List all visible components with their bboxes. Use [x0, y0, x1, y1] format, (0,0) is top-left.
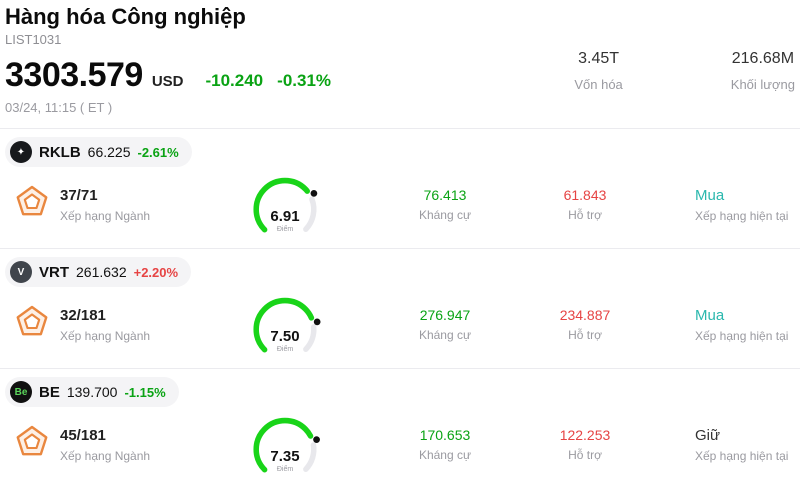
index-change-pct: -0.31% [277, 71, 332, 91]
page-title: Hàng hóa Công nghiệp [5, 4, 246, 29]
support-col: 234.887 Hỗ trợ [545, 307, 625, 342]
support-col: 122.253 Hỗ trợ [545, 427, 625, 462]
currency-label: USD [151, 73, 184, 91]
rating-label: Xếp hạng hiện tại [695, 328, 789, 343]
quote-timestamp: 03/24, 11:15 ( ET ) [5, 100, 113, 116]
score-gauge: 6.91 Điểm [225, 173, 345, 236]
market-cap-stat: 3.45T Vốn hóa [574, 50, 622, 92]
rating-label: Xếp hạng hiện tại [695, 448, 789, 463]
market-cap-label: Vốn hóa [574, 77, 623, 92]
ticker-change-pct: -1.15% [124, 384, 166, 400]
stock-logo: V [10, 261, 32, 283]
score-value: 7.50 [270, 328, 300, 345]
sector-rank-col: 32/181 Xếp hạng Ngành [0, 304, 225, 345]
score-text: 7.50 Điểm [249, 328, 321, 353]
sector-rank-col: 45/181 Xếp hạng Ngành [0, 424, 225, 465]
support-value: 122.253 [559, 427, 611, 443]
resistance-value: 276.947 [419, 307, 471, 323]
support-value: 234.887 [559, 307, 611, 323]
stock-data-row: 45/181 Xếp hạng Ngành 7.35 Điểm [0, 407, 800, 488]
volume-stat: 216.68M Khối lượng [731, 50, 795, 92]
sector-rank-text: 32/181 Xếp hạng Ngành [60, 307, 150, 343]
score-gauge: 7.35 Điểm [225, 413, 345, 476]
resistance-col: 76.413 Kháng cự [345, 187, 545, 222]
rating-value: Giữ [695, 426, 721, 444]
support-col: 61.843 Hỗ trợ [545, 187, 625, 222]
rating-value: Mua [695, 306, 725, 324]
score-gauge-dial: 7.50 Điểm [249, 293, 321, 356]
index-price-line: 3303.579 USD -10.240 -0.31% [5, 56, 795, 95]
ticker-change-pct: +2.20% [133, 264, 179, 280]
rating-label: Xếp hạng hiện tại [695, 208, 789, 223]
sector-rank-col: 37/71 Xếp hạng Ngành [0, 184, 225, 225]
stock-logo: ✦ [10, 141, 32, 163]
ticker-price: 139.700 [66, 384, 118, 400]
sector-rank-value: 32/181 [60, 306, 106, 324]
sector-rank-label: Xếp hạng Ngành [60, 448, 151, 463]
rating-col: Mua Xếp hạng hiện tại [625, 307, 800, 343]
support-label: Hỗ trợ [568, 328, 602, 342]
resistance-col: 276.947 Kháng cự [345, 307, 545, 342]
sector-rank-value: 37/71 [60, 186, 98, 204]
stock-data-row: 32/181 Xếp hạng Ngành 7.50 Điểm [0, 287, 800, 368]
ticker-price: 261.632 [76, 264, 127, 280]
resistance-label: Kháng cự [418, 208, 472, 222]
stock-logo: Be [10, 381, 32, 403]
rating-value: Mua [695, 186, 725, 204]
support-label: Hỗ trợ [568, 448, 602, 462]
score-value: 6.91 [270, 208, 300, 225]
rating-col: Mua Xếp hạng hiện tại [625, 187, 800, 223]
score-label: Điểm [276, 226, 294, 233]
resistance-label: Kháng cự [418, 328, 472, 342]
ticker-symbol: VRT [39, 263, 69, 281]
volume-value: 216.68M [731, 50, 795, 67]
ticker-price: 66.225 [87, 144, 131, 160]
resistance-value: 170.653 [419, 427, 471, 443]
resistance-label: Kháng cự [418, 448, 472, 462]
score-gauge-dial: 7.35 Điểm [249, 413, 321, 476]
ticker-symbol: BE [39, 383, 60, 401]
score-label: Điểm [276, 346, 294, 353]
index-price: 3303.579 [5, 56, 143, 95]
score-text: 6.91 Điểm [249, 208, 321, 233]
list-id: LIST1031 [5, 32, 62, 48]
stock-section-rklb[interactable]: ✦ RKLB 66.225 -2.61% 37/71 Xếp hạng Ngàn… [0, 128, 800, 248]
sector-rank-text: 45/181 Xếp hạng Ngành [60, 427, 150, 463]
ticker-pill[interactable]: ✦ RKLB 66.225 -2.61% [5, 137, 192, 167]
score-gauge-dial: 6.91 Điểm [249, 173, 321, 236]
score-text: 7.35 Điểm [249, 448, 321, 473]
pentagon-radar-icon [14, 424, 50, 465]
index-stats: 3.45T Vốn hóa 216.68M Khối lượng [574, 50, 795, 92]
ticker-change-pct: -2.61% [137, 144, 179, 160]
score-label: Điểm [276, 466, 294, 473]
volume-label: Khối lượng [730, 77, 795, 92]
resistance-col: 170.653 Kháng cự [345, 427, 545, 462]
sector-rank-text: 37/71 Xếp hạng Ngành [60, 187, 150, 223]
sector-rank-value: 45/181 [60, 426, 106, 444]
ticker-pill[interactable]: Be BE 139.700 -1.15% [5, 377, 179, 407]
sector-rank-label: Xếp hạng Ngành [60, 208, 151, 223]
market-cap-value: 3.45T [578, 50, 620, 67]
ticker-symbol: RKLB [39, 143, 81, 161]
stock-section-be[interactable]: Be BE 139.700 -1.15% 45/181 Xếp hạng Ngà… [0, 368, 800, 488]
score-value: 7.35 [270, 448, 300, 465]
stock-data-row: 37/71 Xếp hạng Ngành 6.91 Điểm [0, 167, 800, 248]
pentagon-radar-icon [14, 184, 50, 225]
support-value: 61.843 [563, 187, 607, 203]
stock-section-vrt[interactable]: V VRT 261.632 +2.20% 32/181 Xếp hạng Ngà… [0, 248, 800, 368]
sector-rank-label: Xếp hạng Ngành [60, 328, 151, 343]
pentagon-radar-icon [14, 304, 50, 345]
score-gauge: 7.50 Điểm [225, 293, 345, 356]
support-label: Hỗ trợ [568, 208, 602, 222]
resistance-value: 76.413 [423, 187, 467, 203]
index-change: -10.240 [205, 71, 264, 91]
page-header: Hàng hóa Công nghiệp LIST1031 3303.579 U… [0, 0, 800, 128]
ticker-pill[interactable]: V VRT 261.632 +2.20% [5, 257, 192, 287]
rating-col: Giữ Xếp hạng hiện tại [625, 427, 800, 463]
